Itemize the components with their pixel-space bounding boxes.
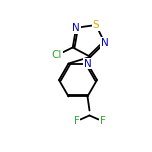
Text: Cl: Cl xyxy=(51,50,62,60)
Text: F: F xyxy=(100,116,105,126)
Text: N: N xyxy=(101,38,109,48)
Text: S: S xyxy=(93,20,99,30)
Text: F: F xyxy=(74,116,79,126)
Text: N: N xyxy=(84,59,91,69)
Text: N: N xyxy=(72,23,80,33)
